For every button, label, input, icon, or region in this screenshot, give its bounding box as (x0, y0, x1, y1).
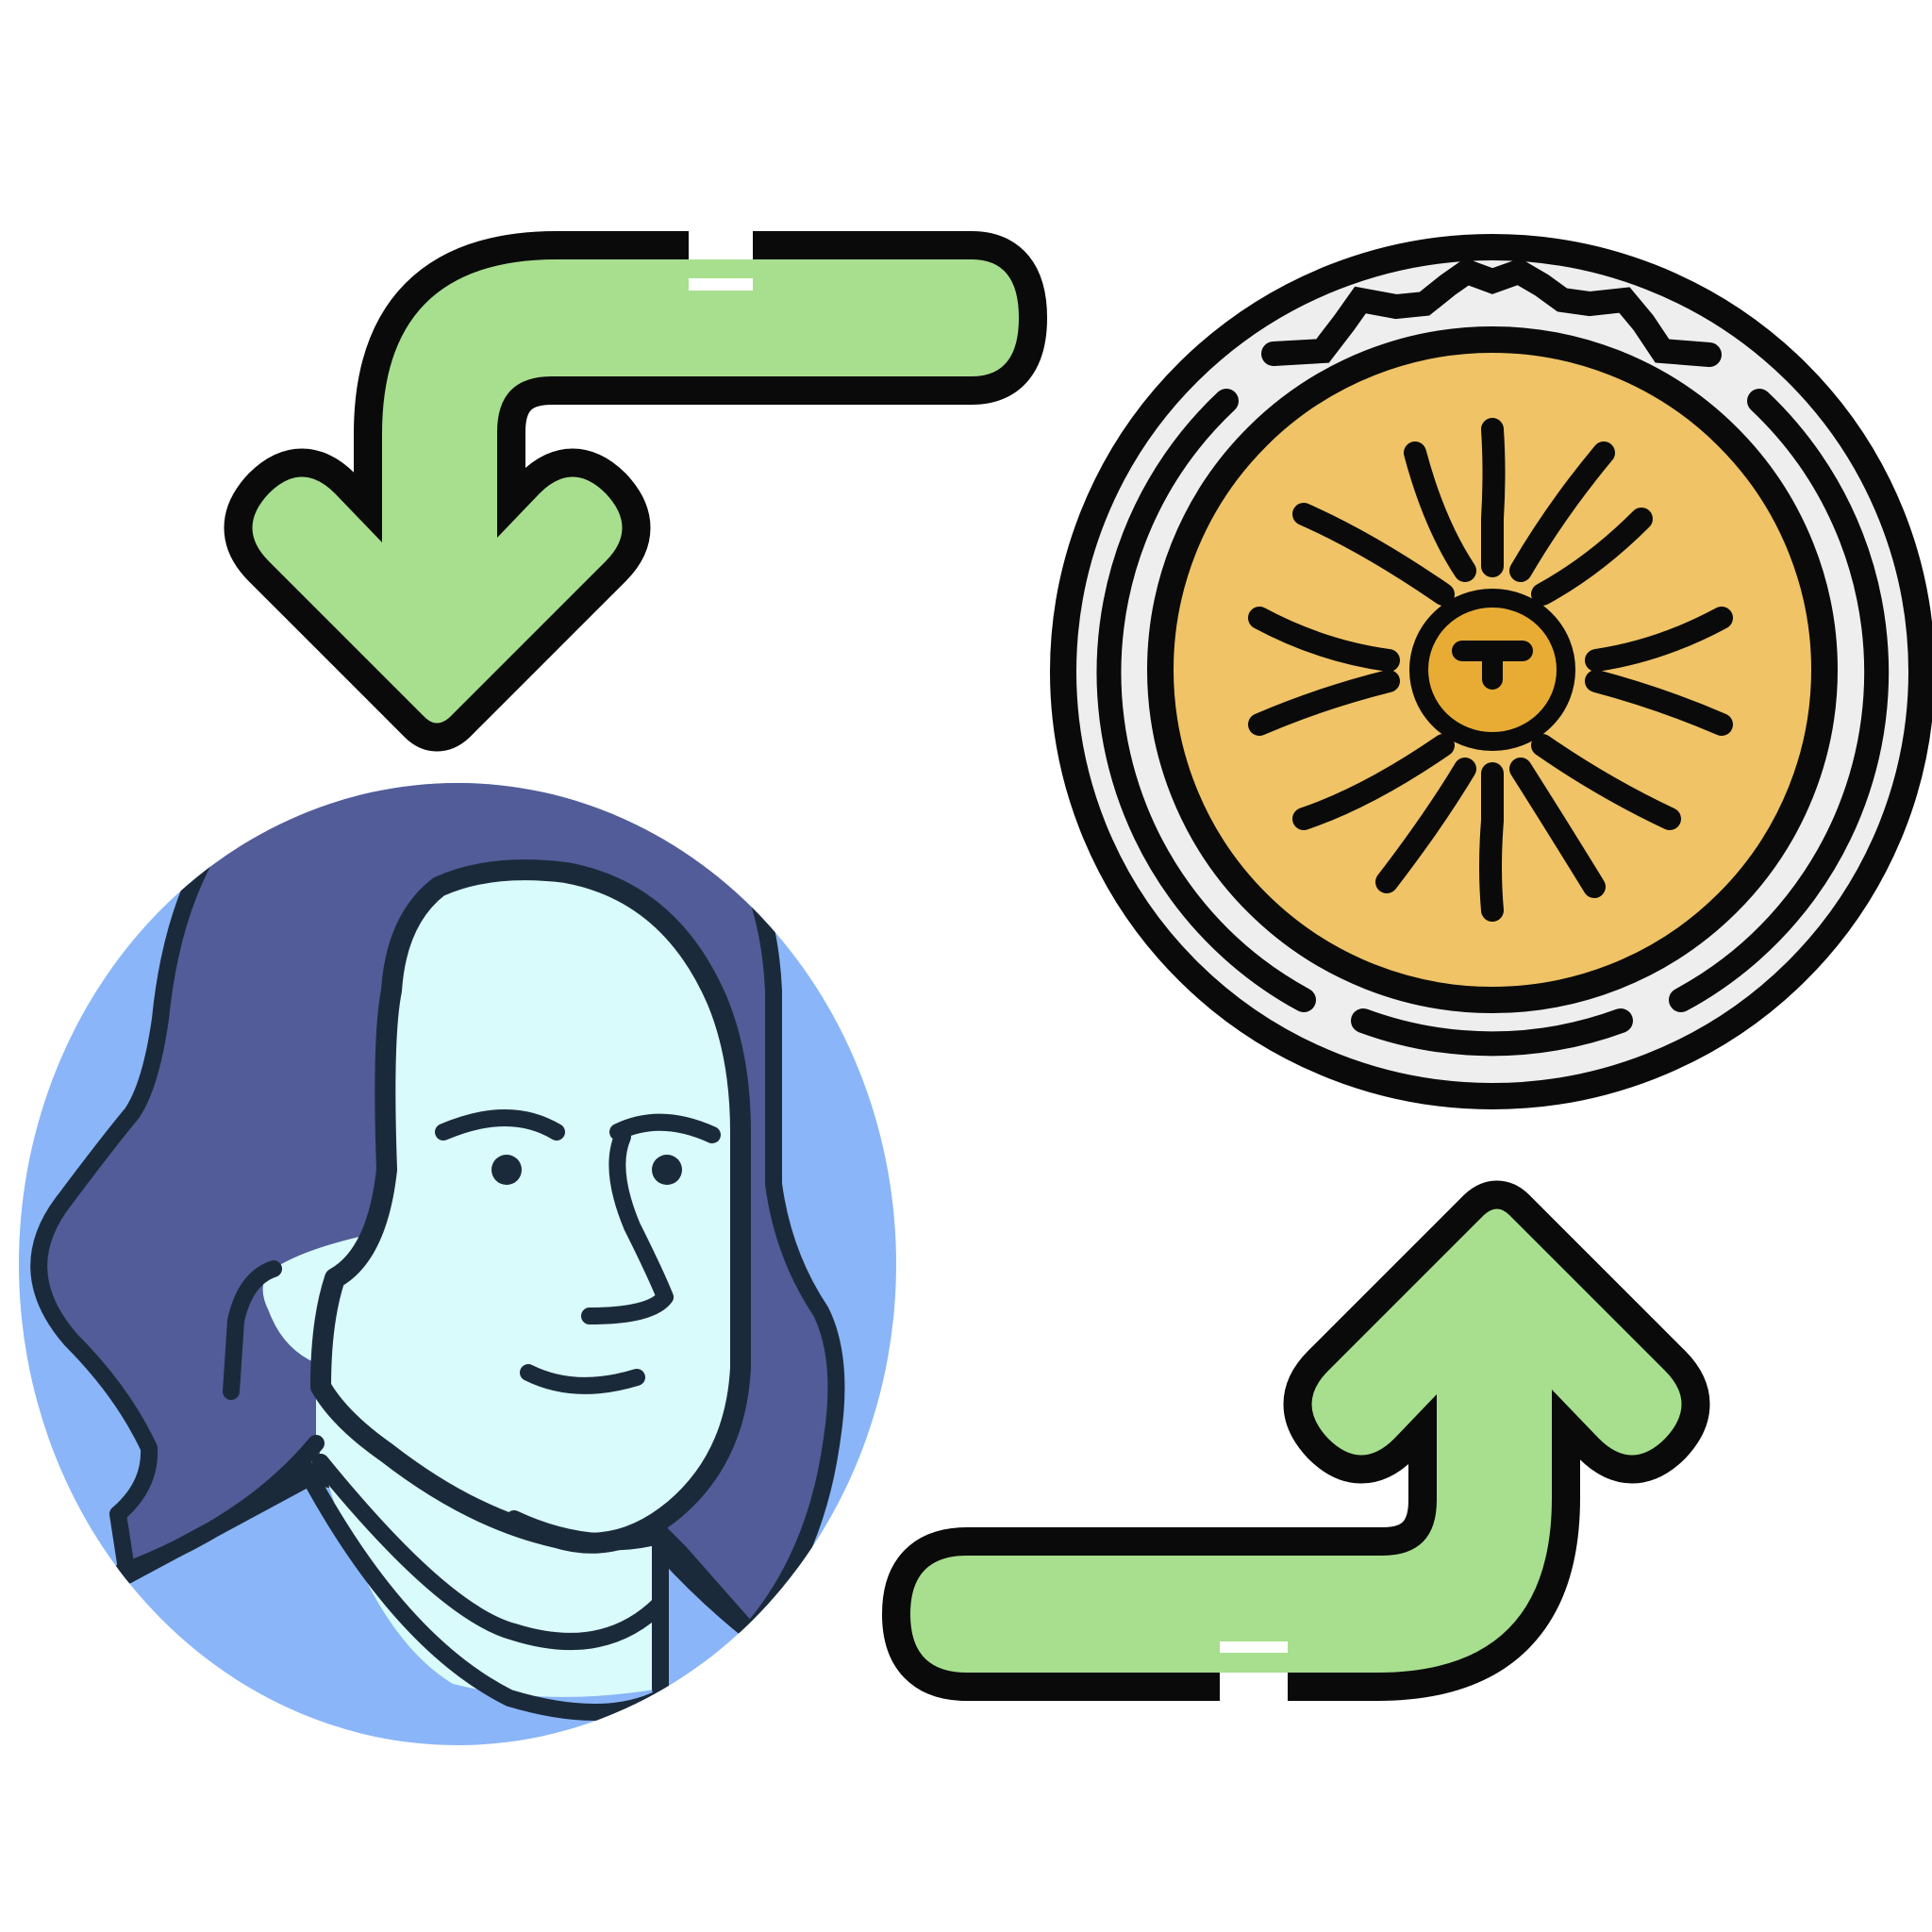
nose (581, 1128, 674, 1324)
face-features (435, 1109, 721, 1551)
mouth (520, 1364, 645, 1394)
arrow-down-left-fill (252, 259, 1019, 724)
ear (223, 1260, 282, 1400)
cheek-line (506, 1510, 659, 1551)
sun-center-mark (1452, 641, 1533, 690)
arrow-down-left-icon (224, 223, 1047, 752)
sun-rays-icon (1248, 418, 1733, 922)
portrait-icon (19, 783, 896, 1745)
arrow-up-right-gap (1220, 1641, 1288, 1709)
arrow-up-right-gap-fill (1220, 1653, 1288, 1673)
sun-coin-icon (1050, 234, 1932, 1109)
right-eyebrow (609, 1113, 721, 1143)
coin-inner-ring (1096, 258, 1890, 1057)
arrow-down-left-gap (689, 223, 753, 291)
left-eyebrow (435, 1109, 565, 1141)
right-eye (652, 1155, 682, 1185)
arrow-up-right-icon (882, 1180, 1710, 1709)
arrow-down-left-gap-fill (689, 259, 753, 278)
face (310, 859, 751, 1554)
left-eye (491, 1155, 522, 1185)
collar (105, 1435, 758, 1721)
arrow-up-right-fill (910, 1208, 1682, 1673)
